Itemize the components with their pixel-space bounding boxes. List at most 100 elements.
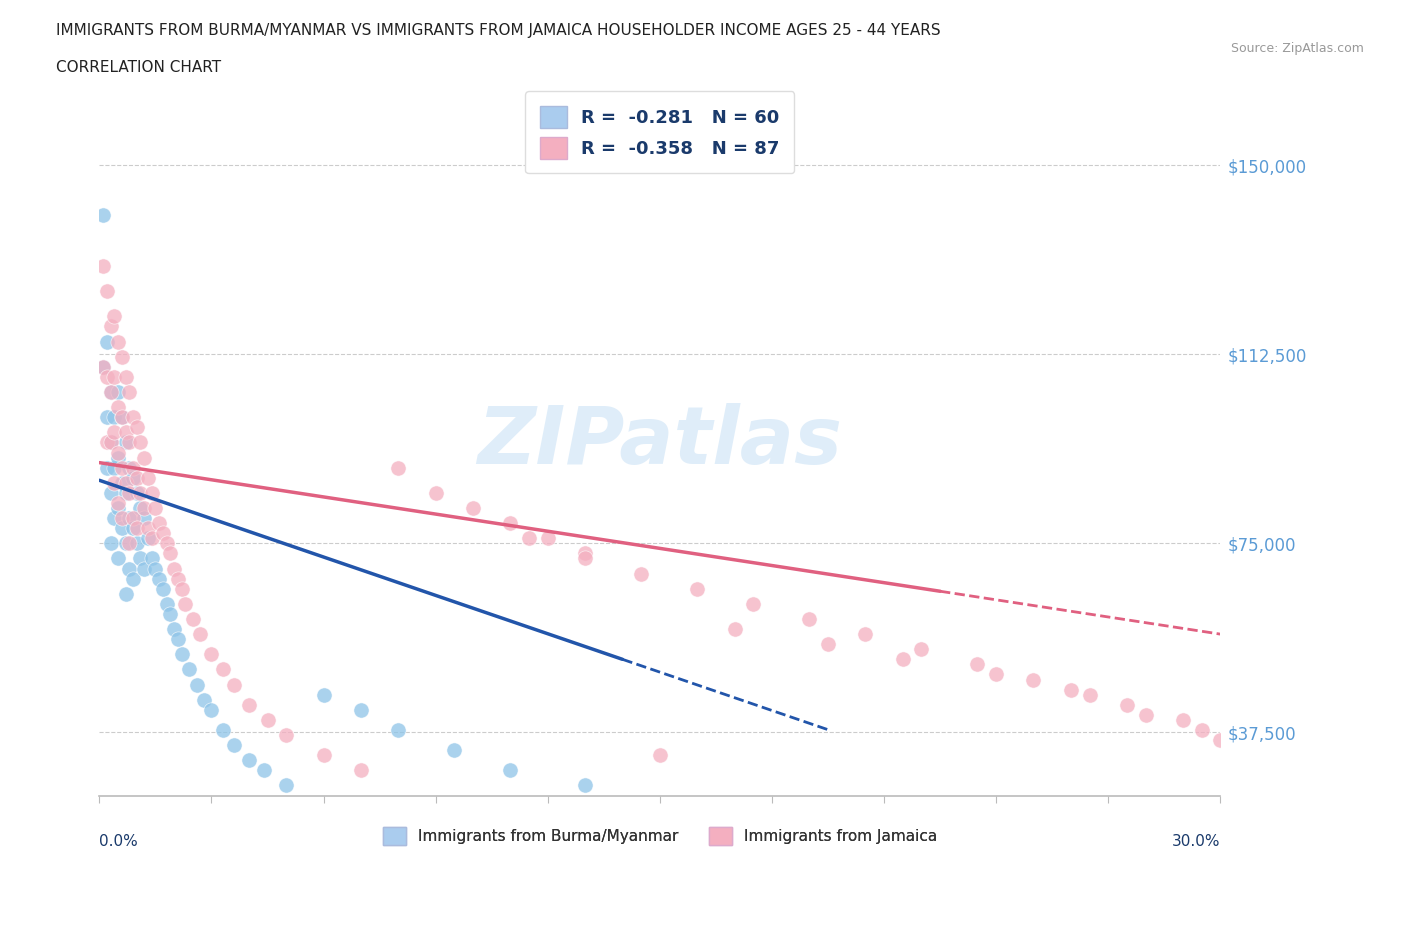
Point (166, 631, 188, 646)
Point (145, 500, 167, 515)
Point (103, 425, 125, 440)
Point (312, 687, 335, 702)
Point (910, 642, 932, 657)
Point (817, 637, 839, 652)
Point (1191, 723, 1213, 737)
Point (574, 546, 596, 561)
Point (222, 737, 245, 752)
Point (114, 475, 136, 490)
Point (181, 612, 204, 627)
Point (118, 385, 141, 400)
Point (91, 208, 114, 223)
Point (723, 621, 745, 636)
Point (114, 536, 136, 551)
Point (136, 521, 159, 536)
Point (118, 435, 141, 450)
Point (574, 551, 596, 565)
Point (256, 712, 278, 727)
Legend: Immigrants from Burma/Myanmar, Immigrants from Jamaica: Immigrants from Burma/Myanmar, Immigrant… (377, 820, 943, 852)
Point (853, 627, 876, 642)
Point (166, 571, 188, 586)
Point (170, 581, 193, 596)
Point (276, 778, 298, 793)
Point (103, 511, 125, 525)
Point (200, 702, 222, 717)
Point (163, 561, 186, 576)
Point (517, 531, 540, 546)
Point (134, 450, 156, 465)
Point (111, 350, 134, 365)
Point (114, 425, 136, 440)
Point (174, 596, 197, 611)
Point (107, 500, 129, 515)
Point (107, 496, 129, 511)
Point (799, 612, 821, 627)
Point (96, 334, 118, 349)
Point (984, 667, 1007, 682)
Text: ZIPatlas: ZIPatlas (478, 404, 842, 482)
Point (111, 475, 134, 490)
Point (136, 471, 159, 485)
Point (122, 471, 145, 485)
Point (648, 748, 671, 763)
Point (1209, 733, 1232, 748)
Point (1171, 712, 1194, 727)
Point (387, 460, 409, 475)
Point (118, 511, 141, 525)
Point (387, 723, 409, 737)
Point (159, 546, 181, 561)
Point (111, 511, 134, 525)
Point (152, 581, 174, 596)
Point (103, 460, 125, 475)
Point (129, 435, 152, 450)
Point (96, 369, 118, 384)
Point (966, 657, 988, 671)
Point (107, 445, 129, 460)
Point (141, 531, 163, 546)
Text: CORRELATION CHART: CORRELATION CHART (56, 60, 221, 75)
Point (114, 485, 136, 500)
Point (103, 410, 125, 425)
Point (443, 743, 465, 758)
Point (148, 516, 170, 531)
Point (103, 309, 125, 324)
Point (630, 566, 652, 581)
Point (118, 536, 141, 551)
Point (134, 511, 156, 525)
Point (111, 521, 134, 536)
Point (211, 662, 233, 677)
Point (461, 500, 484, 515)
Point (134, 500, 156, 515)
Point (163, 621, 186, 636)
Point (238, 698, 260, 712)
Point (145, 561, 167, 576)
Point (253, 763, 276, 777)
Point (125, 536, 148, 551)
Point (1135, 708, 1157, 723)
Point (122, 521, 145, 536)
Text: Source: ZipAtlas.com: Source: ZipAtlas.com (1230, 42, 1364, 55)
Point (350, 702, 373, 717)
Point (118, 561, 141, 576)
Point (177, 662, 200, 677)
Point (129, 551, 152, 565)
Point (118, 460, 141, 475)
Point (125, 521, 148, 536)
Point (91, 259, 114, 273)
Point (122, 410, 145, 425)
Point (1078, 687, 1101, 702)
Point (125, 485, 148, 500)
Text: 0.0%: 0.0% (100, 834, 138, 849)
Point (100, 485, 122, 500)
Point (125, 419, 148, 434)
Point (499, 763, 522, 777)
Y-axis label: Householder Income Ages 25 - 44 years: Householder Income Ages 25 - 44 years (0, 289, 7, 595)
Point (107, 334, 129, 349)
Point (156, 596, 179, 611)
Point (100, 435, 122, 450)
Point (111, 460, 134, 475)
Point (742, 596, 765, 611)
Point (107, 551, 129, 565)
Point (574, 778, 596, 793)
Point (141, 485, 163, 500)
